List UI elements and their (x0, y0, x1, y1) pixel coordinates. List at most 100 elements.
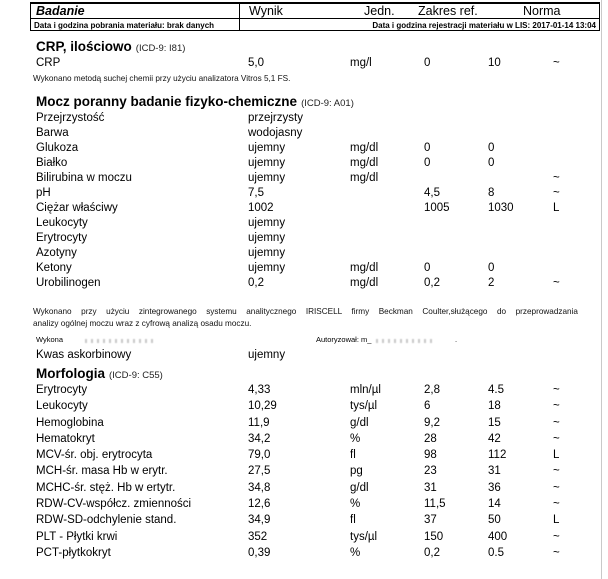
ref-low: 0 (424, 57, 431, 69)
table-row: Erytrocyty 4,33 mln/µl 2,8 4.5 ~ (0, 384, 608, 400)
table-row: Bilirubina w moczu ujemny mg/dl ~ (0, 172, 608, 187)
column-header-norma: Norma (523, 4, 561, 18)
ref-low: 23 (424, 465, 437, 478)
table-row: Kwas askorbinowy ujemny (0, 349, 608, 364)
test-name: MCH-śr. masa Hb w erytr. (36, 465, 168, 478)
test-name: Erytrocyty (36, 384, 88, 396)
unit: fl (350, 514, 356, 527)
method-note: Wykonano metodą suchej chemii przy użyci… (33, 73, 578, 85)
result-value: ujemny (248, 142, 286, 154)
unit: mg/dl (350, 262, 379, 274)
test-name: Bilirubina w moczu (36, 172, 132, 184)
result-value: 11,9 (248, 416, 270, 429)
table-row: RDW-CV-współcz. zmienności 12,6% 11,5 14 ~ (0, 498, 608, 514)
norm-flag: L (553, 514, 560, 527)
test-name: RDW-SD-odchylenie stand. (36, 514, 177, 527)
method-note: Wykonano przy użyciu zintegrowanego syst… (33, 306, 578, 329)
norm-flag: ~ (553, 530, 560, 543)
results-table-header: Badanie Wynik Jedn. Zakres ref. Norma Da… (30, 2, 600, 31)
performed-by-label: Wykona (36, 335, 64, 344)
ref-high: 0 (488, 157, 495, 169)
note-line: analizy ogólnej moczu wraz z cyfrową ana… (33, 318, 252, 328)
authorized-by-label: Autoryzował: m_ (316, 335, 372, 344)
table-row: RDW-SD-odchylenie stand. 34,9 fl 37 50 L (0, 514, 608, 530)
test-name: pH (36, 187, 51, 199)
result-value: ujemny (248, 247, 286, 259)
table-row: Hemoglobina 11,9 g/dl 9,2 15 ~ (0, 417, 608, 433)
ref-low: 6 (424, 400, 431, 413)
ref-high: 36 (488, 481, 501, 494)
ref-low: 0 (424, 262, 431, 274)
ref-low: 28 (424, 432, 437, 445)
ref-high: 31 (488, 465, 501, 478)
result-value: ujemny (248, 262, 286, 274)
unit: mg/dl (350, 277, 379, 289)
table-row: PLT - Płytki krwi 352 tys/µl 150 400 ~ (0, 531, 608, 547)
result-value: 5,0 (248, 57, 264, 69)
result-value: 0,39 (248, 546, 271, 559)
ref-low: 2,8 (424, 384, 440, 396)
ref-high: 15 (488, 416, 501, 429)
norm-flag: ~ (553, 400, 560, 413)
header-column-divider (239, 4, 240, 30)
table-row: MCHC-śr. stęż. Hb w ertytr. 34,8 g/dl 31 36 ~ (0, 482, 608, 498)
test-name: Erytrocyty (36, 232, 88, 244)
test-name: CRP (36, 57, 61, 69)
section-mocz: Mocz poranny badanie fizyko-chemiczne (IC… (0, 93, 608, 364)
ref-high: 0 (488, 262, 495, 274)
result-value: 27,5 (248, 465, 271, 478)
section-header: Mocz poranny badanie fizyko-chemiczne (IC… (0, 93, 608, 112)
ref-low: 37 (424, 514, 437, 527)
test-name: Leukocyty (36, 217, 88, 229)
section-icd-code: (ICD-9: I81) (135, 43, 186, 54)
unit: mg/dl (350, 172, 379, 184)
norm-flag: ~ (553, 481, 560, 494)
ref-low: 0,2 (424, 277, 440, 289)
norm-flag: L (553, 449, 560, 462)
test-name: Leukocyty (36, 400, 88, 413)
norm-flag: ~ (553, 416, 560, 429)
result-value: 7,5 (248, 187, 264, 199)
norm-flag: ~ (553, 172, 560, 184)
column-header-badanie: Badanie (36, 4, 85, 18)
result-value: 79,0 (248, 449, 271, 462)
ref-high: 1030 (488, 202, 514, 214)
unit: % (350, 498, 361, 511)
ref-high: 10 (488, 57, 501, 69)
norm-flag: ~ (553, 546, 560, 559)
note-line: Wykonano metodą suchej chemii przy użyci… (33, 74, 291, 83)
unit: mln/µl (350, 384, 381, 396)
header-row-divider (31, 18, 599, 19)
result-value: ujemny (248, 172, 286, 184)
section-title: Morfologia (36, 366, 105, 381)
test-name: RDW-CV-współcz. zmienności (36, 498, 192, 511)
column-header-zakres-ref: Zakres ref. (418, 4, 478, 18)
result-value: ujemny (248, 349, 286, 361)
test-name: Ketony (36, 262, 72, 274)
test-name: Glukoza (36, 142, 79, 154)
result-value: przejrzysty (248, 112, 303, 124)
result-value: ujemny (248, 157, 286, 169)
unit: mg/l (350, 57, 372, 69)
table-row: Glukoza ujemny mg/dl 0 0 (0, 142, 608, 157)
table-row: Ciężar właściwy 1002 1005 1030 L (0, 202, 608, 217)
norm-flag: ~ (553, 432, 560, 445)
norm-flag: ~ (553, 277, 560, 289)
table-row: Barwa wodojasny (0, 127, 608, 142)
signature-line: Wykona Autoryzował: m_. (0, 335, 608, 346)
table-row: Białko ujemny mg/dl 0 0 (0, 157, 608, 172)
test-name: Hemoglobina (36, 416, 104, 429)
redacted-signature (376, 339, 434, 343)
test-name: PLT - Płytki krwi (36, 530, 118, 543)
column-header-jedn: Jedn. (364, 4, 395, 18)
ref-low: 4,5 (424, 187, 440, 199)
ref-low: 150 (424, 530, 444, 543)
table-row: CRP 5,0 mg/l 0 10 ~ (0, 57, 608, 72)
result-value: wodojasny (248, 127, 303, 139)
ref-high: 112 (488, 449, 507, 462)
unit: tys/µl (350, 400, 378, 413)
ref-high: 0.5 (488, 546, 504, 559)
ref-low: 0,2 (424, 546, 440, 559)
ref-high: 50 (488, 514, 501, 527)
